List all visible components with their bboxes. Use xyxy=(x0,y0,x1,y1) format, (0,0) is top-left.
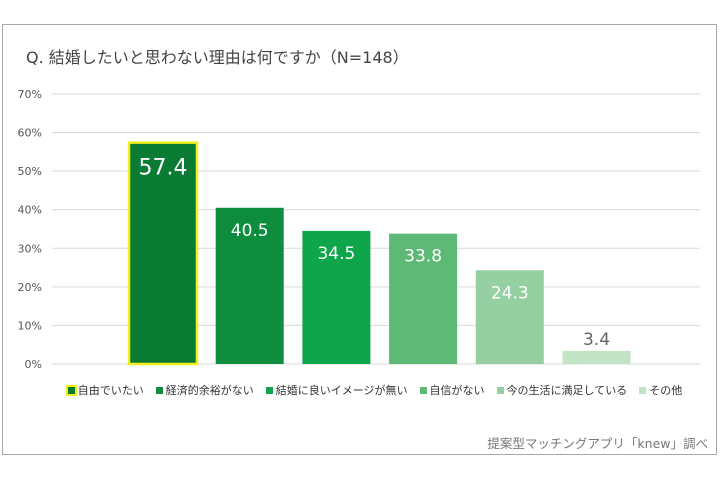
data-label: 34.5 xyxy=(317,244,355,264)
bar-2 xyxy=(215,207,284,364)
y-tick-label: 40% xyxy=(18,204,42,217)
bar-5 xyxy=(475,270,544,364)
legend-item: 自由でいたい xyxy=(65,382,144,398)
y-tick-label: 10% xyxy=(18,319,42,332)
legend-label: 今の生活に満足している xyxy=(506,384,628,397)
legend-swatch xyxy=(65,384,77,396)
legend-swatch xyxy=(265,386,273,394)
legend-swatch xyxy=(496,386,504,394)
y-tick-label: 50% xyxy=(18,165,42,178)
legend-item: 結婚に良いイメージが無い xyxy=(265,382,408,398)
source-note: 提案型マッチングアプリ「knew」調べ xyxy=(487,436,708,451)
bar-6 xyxy=(562,350,631,364)
bar-4 xyxy=(389,233,458,364)
legend-item: その他 xyxy=(639,382,682,398)
legend: 自由でいたい 経済的余裕がない 結婚に良いイメージが無い 自信がない 今の生活に満足して… xyxy=(50,382,700,398)
legend-swatch xyxy=(155,386,163,394)
legend-label: 結婚に良いイメージが無い xyxy=(275,384,408,397)
bar-1 xyxy=(127,141,199,366)
y-tick-label: 30% xyxy=(18,242,42,255)
legend-item: 経済的余裕がない xyxy=(155,382,254,398)
legend-label: 経済的余裕がない xyxy=(165,384,254,397)
bar-3 xyxy=(302,230,371,364)
y-tick-label: 0% xyxy=(25,358,42,371)
y-tick-label: 70% xyxy=(18,88,42,101)
chart-frame xyxy=(2,24,717,455)
data-label: 33.8 xyxy=(404,247,442,267)
chart-title: Q. 結婚したいと思わない理由は何ですか（N=148） xyxy=(26,48,409,67)
data-label: 40.5 xyxy=(231,221,269,241)
legend-label: 自信がない xyxy=(429,384,485,397)
data-label: 24.3 xyxy=(491,283,529,303)
legend-item: 今の生活に満足している xyxy=(496,382,628,398)
legend-swatch xyxy=(639,386,647,394)
legend-item: 自信がない xyxy=(419,382,485,398)
y-tick-label: 20% xyxy=(18,281,42,294)
legend-label: その他 xyxy=(649,384,683,397)
data-label: 3.4 xyxy=(583,330,610,350)
data-label: 57.4 xyxy=(139,156,188,181)
legend-swatch xyxy=(419,386,427,394)
y-tick-label: 60% xyxy=(18,127,42,140)
legend-label: 自由でいたい xyxy=(77,384,144,397)
